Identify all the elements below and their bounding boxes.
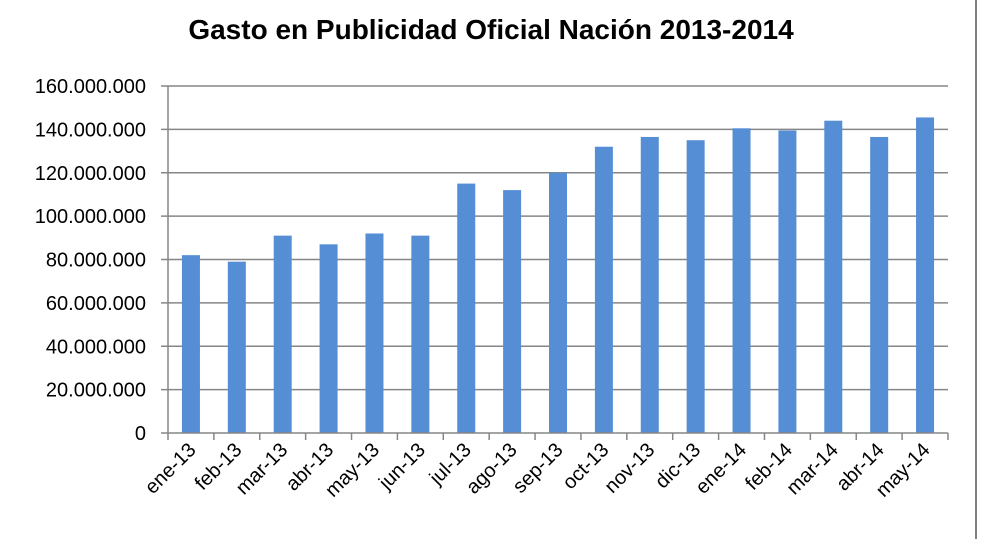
bar-jun-13	[411, 235, 430, 433]
bar-abr-13	[319, 244, 338, 433]
y-tick-label: 60.000.000	[46, 293, 146, 315]
y-tick-label: 100.000.000	[35, 206, 146, 228]
bar-feb-13	[227, 261, 246, 433]
bar-ago-13	[503, 190, 522, 433]
bar-may-14	[916, 117, 935, 434]
bar-nov-13	[640, 136, 659, 433]
x-tick-label: jun-13	[374, 439, 430, 495]
bar-may-13	[365, 233, 384, 433]
y-tick-label: 40.000.000	[46, 336, 146, 358]
x-tick-label: nov-13	[600, 439, 659, 498]
x-tick-label: mar-13	[232, 439, 292, 499]
bar-feb-14	[778, 130, 797, 433]
x-tick-label: ene-14	[691, 439, 751, 499]
bar-abr-14	[870, 136, 889, 433]
chart-border	[975, 0, 977, 539]
bar-jul-13	[457, 183, 476, 433]
bar-mar-14	[824, 120, 843, 433]
y-tick-label: 80.000.000	[46, 250, 146, 272]
x-tick-label: sep-13	[509, 439, 568, 498]
x-tick-label: ago-13	[462, 439, 522, 499]
y-tick-label: 20.000.000	[46, 380, 146, 402]
y-tick-label: 140.000.000	[35, 119, 146, 141]
bar-oct-13	[594, 146, 613, 433]
bar-ene-14	[732, 128, 751, 433]
y-tick-label: 120.000.000	[35, 163, 146, 185]
y-tick-label: 160.000.000	[35, 76, 146, 98]
bar-mar-13	[273, 235, 292, 433]
y-tick-label: 0	[135, 423, 146, 445]
bar-dic-13	[686, 140, 705, 433]
bar-ene-13	[181, 255, 200, 433]
x-tick-label: mar-14	[782, 439, 842, 499]
chart-title: Gasto en Publicidad Oficial Nación 2013-…	[188, 14, 794, 45]
x-tick-label: ene-13	[141, 439, 201, 499]
bar-sep-13	[549, 172, 567, 433]
